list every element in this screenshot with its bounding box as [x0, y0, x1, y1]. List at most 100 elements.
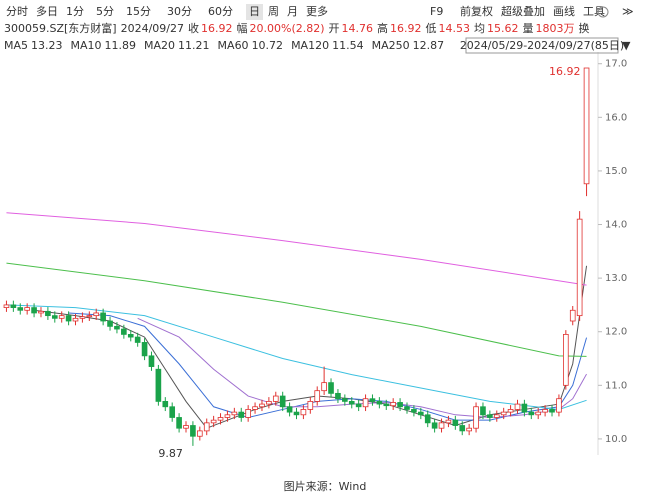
toolbar-tab[interactable]: 周: [268, 5, 279, 18]
candle-body: [155, 368, 162, 402]
toolbar-button[interactable]: 前复权: [460, 4, 493, 18]
candle-body: [535, 411, 542, 416]
candle-body: [266, 400, 272, 405]
candle-body: [383, 403, 390, 407]
candle-body: [563, 333, 569, 386]
candle-body: [314, 390, 321, 402]
candle-body: [487, 414, 493, 418]
candle-body: [397, 402, 403, 408]
quote-text: 16.92: [201, 22, 233, 35]
quote-text: 2024/09/27: [121, 22, 184, 35]
caption: 图片来源：Wind: [284, 479, 367, 493]
candle-body: [293, 411, 300, 416]
ma-value: 10.72: [252, 39, 284, 52]
candle-body: [58, 315, 65, 319]
candle-body: [514, 403, 521, 410]
toolbar-tab[interactable]: 日: [249, 5, 260, 18]
candle-body: [507, 409, 514, 413]
range-arrow[interactable]: ▼: [622, 39, 631, 52]
candle-body: [348, 400, 355, 405]
quote-text: 300059.SZ[东方财富]: [4, 21, 117, 35]
candle-body: [176, 417, 182, 429]
y-tick-label: 12.0: [605, 327, 627, 338]
ma-line: [6, 304, 587, 410]
candle-body: [190, 425, 196, 437]
toolbar-button[interactable]: 画线: [553, 4, 575, 18]
ma-value: 11.54: [332, 39, 364, 52]
quote-text: 20.00%(2.82): [250, 22, 325, 35]
ma-line: [34, 265, 588, 429]
ma-value: 11.21: [178, 39, 210, 52]
candle-body: [17, 307, 24, 311]
candle-body: [10, 304, 17, 309]
min-label: 9.87: [158, 447, 183, 460]
candle-body: [65, 315, 72, 322]
candle-body: [300, 409, 307, 416]
candle-body: [369, 398, 376, 402]
candle-body: [24, 307, 30, 311]
candle-body: [307, 400, 314, 410]
toolbar-tab[interactable]: 月: [287, 5, 298, 18]
toolbar-button[interactable]: F9: [430, 5, 443, 18]
candle-body: [127, 333, 134, 338]
ma-name: MA20: [144, 39, 175, 52]
ma-line: [137, 317, 587, 418]
toolbar-tab[interactable]: 5分: [96, 5, 114, 18]
ma-name: MA120: [291, 39, 329, 52]
candle-body: [86, 315, 93, 318]
toolbar-tab[interactable]: 15分: [126, 5, 151, 18]
candle-body: [72, 317, 79, 322]
candle-body: [480, 406, 486, 416]
candle-body: [576, 218, 583, 317]
candle-body: [583, 67, 590, 185]
candle-body: [79, 316, 86, 319]
quote-text: 换: [579, 21, 590, 35]
toolbar-tab[interactable]: 更多: [306, 4, 328, 18]
quote-text: 16.92: [390, 22, 422, 35]
tab-selected-bg: [246, 4, 263, 20]
candle-body: [542, 409, 548, 413]
candle-body: [134, 336, 141, 343]
y-tick-label: 17.0: [605, 59, 627, 70]
candle-body: [279, 395, 286, 408]
candle-body: [549, 409, 555, 413]
toolbar-tab[interactable]: 多日: [36, 4, 58, 18]
candle-body: [328, 382, 334, 394]
quote-text: 量: [523, 22, 534, 35]
candle-body: [556, 398, 562, 413]
candle-body: [162, 400, 169, 408]
y-tick-label: 13.0: [605, 273, 627, 284]
collapse-icon[interactable]: ≫: [622, 5, 634, 18]
quote-text: 14.76: [342, 22, 374, 35]
settings-icon[interactable]: [597, 6, 609, 18]
quote-text: 1803万: [536, 22, 575, 35]
candle-body: [521, 403, 528, 413]
ma-name: MA10: [71, 39, 102, 52]
candle-body: [210, 419, 217, 424]
candle-body: [183, 425, 189, 429]
ma-value: 11.89: [105, 39, 137, 52]
candle-body: [500, 411, 507, 416]
toolbar-tab[interactable]: 分时: [6, 5, 28, 18]
ma-line: [6, 212, 587, 286]
y-tick-label: 14.0: [605, 220, 627, 231]
candle-body: [169, 406, 176, 418]
toolbar-button[interactable]: 超级叠加: [501, 4, 545, 18]
quote-text: 开: [329, 22, 340, 35]
toolbar-tab[interactable]: 1分: [66, 5, 84, 18]
candle-body: [569, 309, 576, 322]
candle-body: [224, 414, 231, 418]
quote-text: 低: [426, 22, 437, 35]
toolbar-tab[interactable]: 60分: [208, 5, 233, 18]
y-tick-label: 16.0: [605, 112, 627, 123]
candle-body: [528, 411, 535, 416]
candle-body: [107, 320, 113, 327]
candle-body: [259, 403, 265, 408]
candle-body: [148, 355, 155, 367]
y-tick-label: 15.0: [605, 166, 627, 177]
candle-body: [411, 409, 417, 413]
toolbar-tab[interactable]: 30分: [167, 5, 192, 18]
quote-text: 高: [377, 21, 388, 35]
candle-body: [231, 411, 238, 416]
